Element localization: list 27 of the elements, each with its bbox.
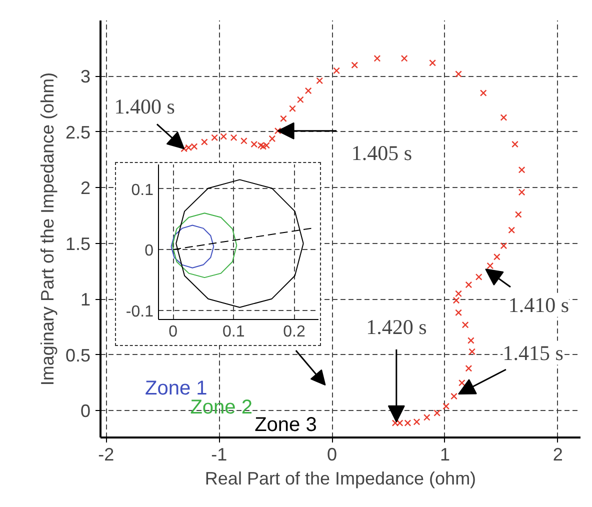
- y-tick-label: 0: [80, 401, 91, 422]
- y-tick-label: 3: [80, 66, 91, 87]
- y-tick-label: 1.5: [65, 234, 91, 254]
- y-tick-label: 0: [144, 242, 154, 260]
- annotation: 1.415 s: [502, 340, 564, 365]
- y-axis-title: Imaginary Part of the Impedance (ohm): [37, 72, 58, 386]
- x-tick-label: 0: [168, 324, 178, 340]
- x-tick-label: 0: [327, 444, 338, 464]
- x-tick-label: 0.2: [283, 324, 306, 340]
- text: Zone 3: [254, 414, 317, 436]
- y-tick-label: -0.1: [126, 303, 154, 320]
- x-tick-label: 0.1: [222, 324, 245, 340]
- x-axis-title: Real Part of the Impedance (ohm): [204, 468, 476, 488]
- y-tick-label: 1: [80, 290, 91, 310]
- annotation: 1.400 s: [114, 94, 175, 118]
- x-tick-label: -2: [98, 444, 114, 464]
- x-tick-label: 2: [552, 444, 563, 464]
- text: Zone 1: [145, 377, 208, 400]
- y-tick-label: 0.5: [65, 345, 91, 366]
- annotation: 1.420 s: [366, 315, 427, 340]
- annotation: 1.405 s: [351, 141, 412, 166]
- y-tick-label: 0.1: [131, 182, 154, 199]
- x-tick-label: 1: [440, 444, 450, 464]
- x-tick-label: -1: [211, 444, 228, 464]
- y-tick-label: 2: [80, 178, 91, 198]
- y-tick-label: 2.5: [65, 122, 91, 142]
- annotation: 1.410 s: [508, 292, 570, 317]
